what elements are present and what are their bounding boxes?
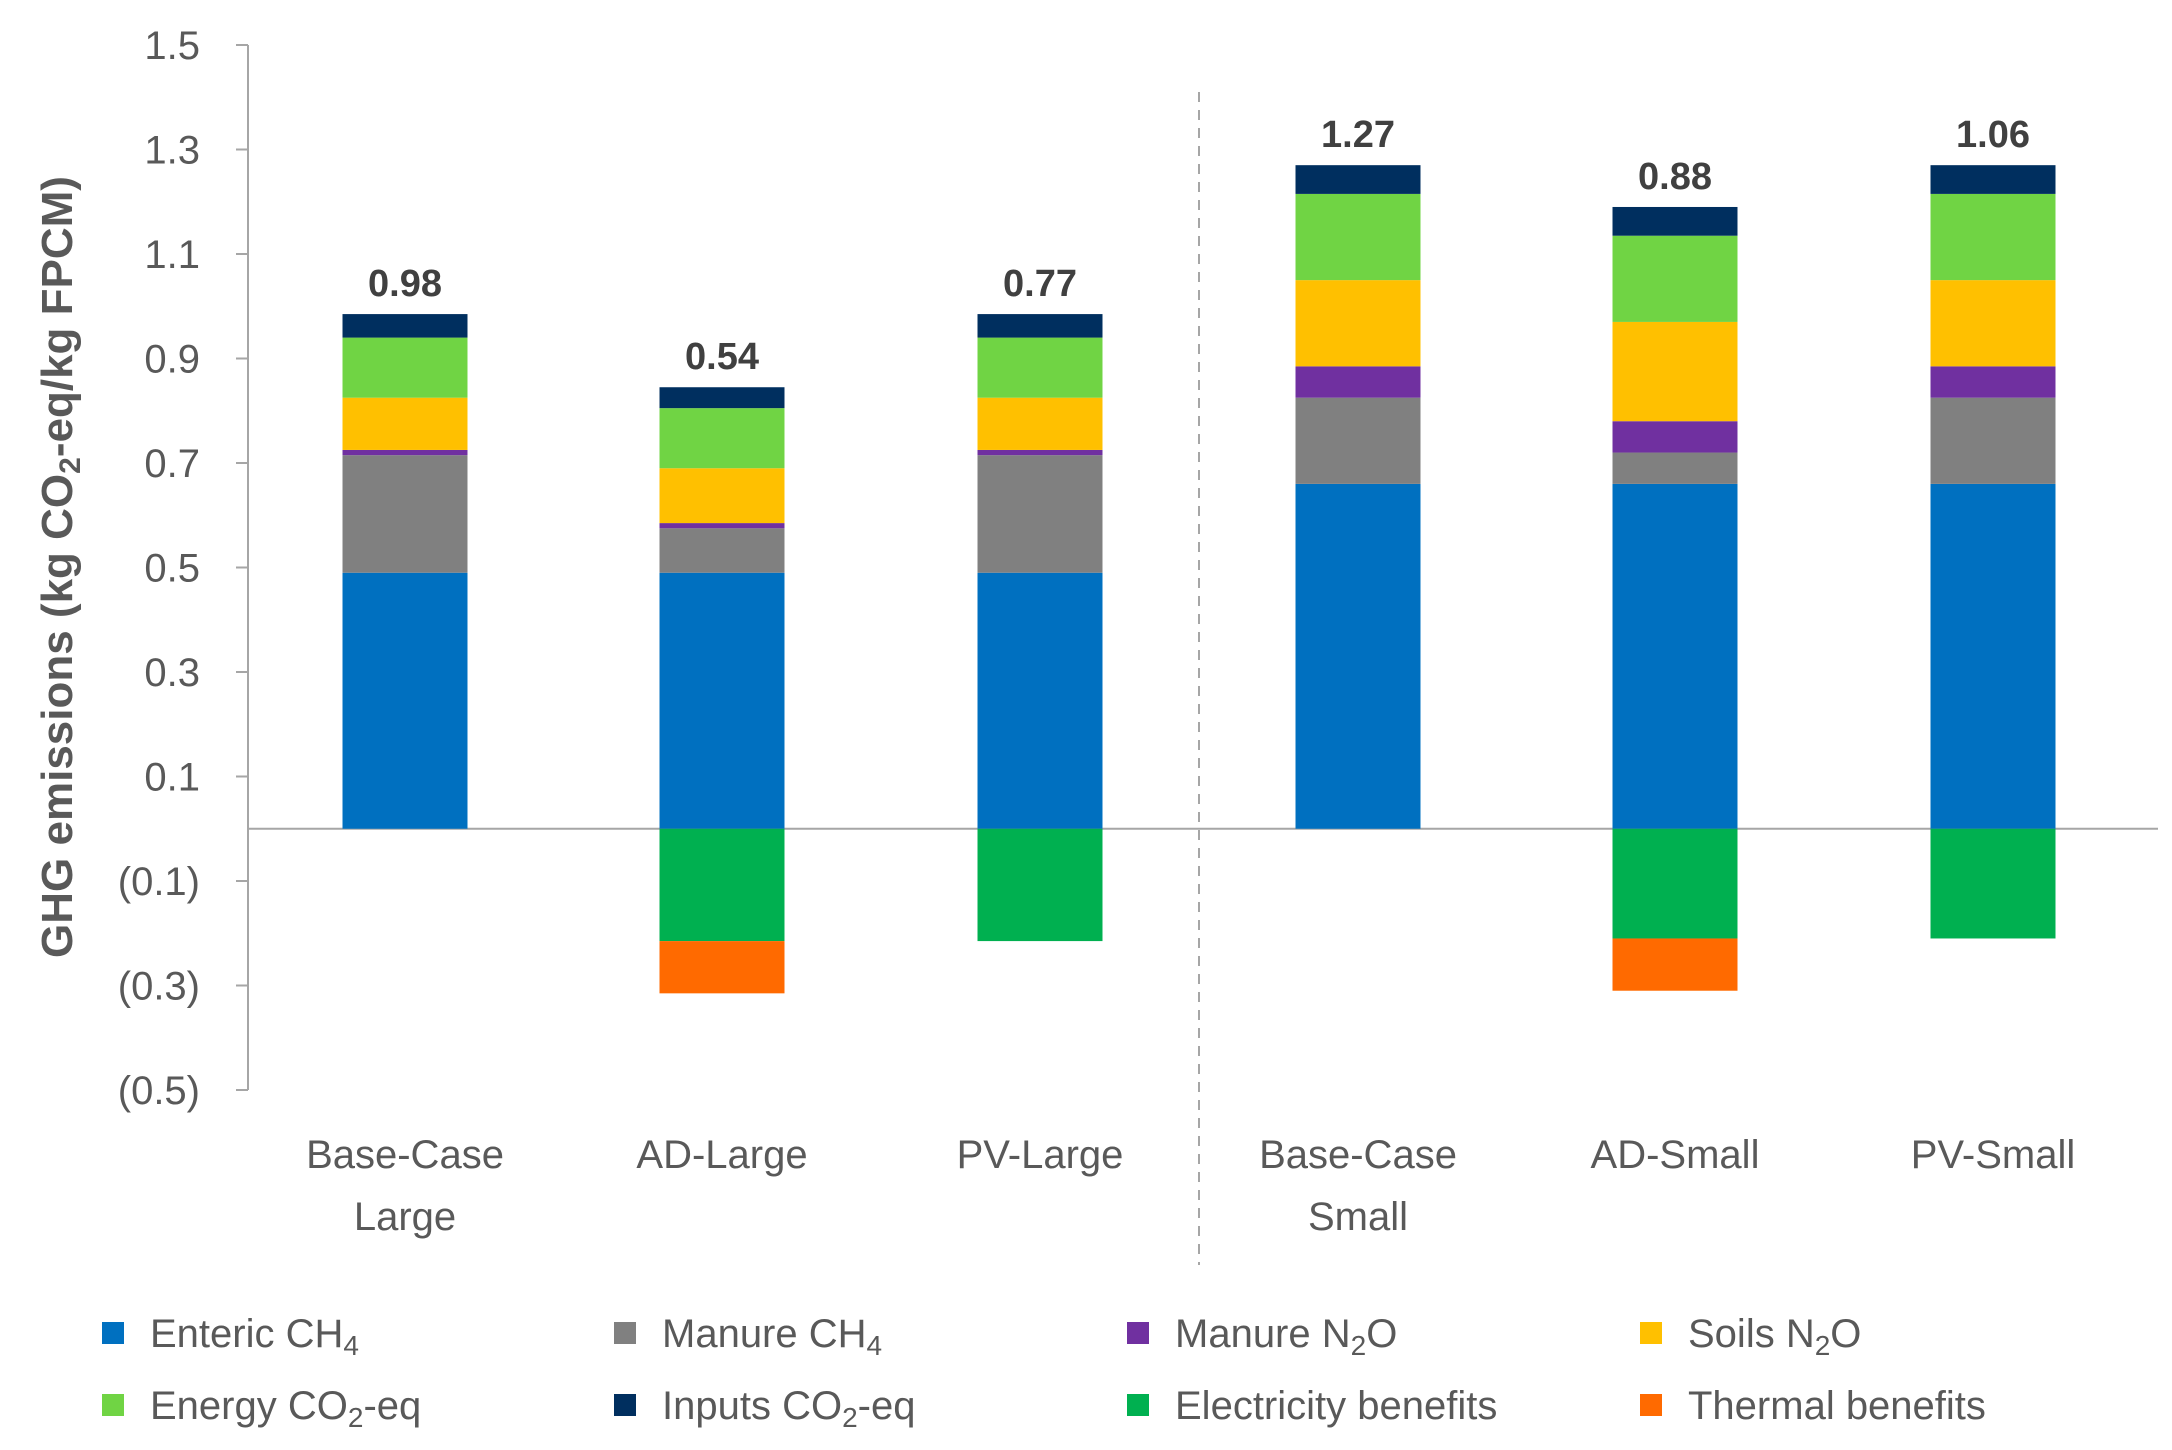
bar-segment [342,314,468,338]
total-value-label: 0.88 [1638,156,1712,198]
bar-segment [1930,280,2056,367]
bar-segment [977,337,1103,398]
bar-segment [977,572,1103,829]
bar-segment [1930,483,2056,829]
bar-segment [1295,193,1421,281]
bar-segment [659,572,785,829]
y-tick-label: 0.3 [144,651,200,695]
y-tick-label: (0.5) [118,1069,200,1113]
legend-swatch [102,1394,124,1416]
bar-segment [977,449,1103,456]
y-tick-label: 0.9 [144,338,200,382]
bar-segment [1612,206,1738,236]
bar-segment [1612,452,1738,484]
bar-segment [1612,321,1738,422]
total-value-label: 0.54 [685,336,759,378]
bar-segment [1930,165,2056,194]
bar-segment [977,455,1103,573]
bar-segment [1612,235,1738,322]
category-label: PV-Large [957,1133,1124,1177]
category-label: AD-Large [636,1133,807,1177]
total-value-label: 1.06 [1956,114,2030,156]
bar-segment [1930,366,2056,398]
bar-segment [1612,828,1738,939]
bar-segment [659,528,785,573]
labels: 0.98 Base-Case Large 0.54 AD-Large 0.77 PV-Lar… [306,114,2075,1239]
bar-segment [659,828,785,942]
bar-segment [1612,421,1738,453]
bar-segment [1295,397,1421,484]
y-tick-label: (0.1) [118,860,200,904]
legend-swatch [1640,1322,1662,1344]
legend-swatch [102,1322,124,1344]
bar-segment [342,397,468,450]
legend-swatch [614,1394,636,1416]
legend-label: Electricity benefits [1175,1384,1497,1428]
legend-swatch [1127,1394,1149,1416]
bar-segment [659,523,785,529]
category-label: Large [354,1195,456,1239]
legend-label: Energy CO2-eq [150,1384,421,1433]
bar-segment [1612,483,1738,829]
legend: Enteric CH4 Manure CH4 Manure N2O Soils N2O… [102,1312,1986,1433]
category-label: Base-Case [1259,1133,1457,1177]
bar-segment [977,828,1103,942]
category-label: PV-Small [1911,1133,2076,1177]
category-label: Small [1308,1195,1408,1239]
total-value-label: 0.77 [1003,263,1077,305]
legend-label: Manure CH4 [662,1312,882,1361]
bar-segment [1612,938,1738,991]
legend-label: Inputs CO2-eq [662,1384,915,1433]
bar-segment [1295,165,1421,194]
y-tick-label: (0.3) [118,965,200,1009]
bar-segment [659,941,785,994]
total-value-label: 1.27 [1321,114,1395,156]
total-value-label: 0.98 [368,263,442,305]
bar-segment [1295,366,1421,398]
bar-segment [1930,193,2056,281]
legend-label: Thermal benefits [1688,1384,1986,1428]
legend-swatch [614,1322,636,1344]
bar-segment [342,337,468,398]
legend-swatch [1127,1322,1149,1344]
axes: 1.5 1.3 1.1 0.9 0.7 0.5 0.3 0.1 (0.1) (0.3) (0.5) [118,24,2158,1265]
legend-label: Enteric CH4 [150,1312,359,1361]
bar-segment [659,468,785,524]
category-label: Base-Case [306,1133,504,1177]
bar-segment [1930,828,2056,939]
y-tick-label: 0.7 [144,442,200,486]
y-tick-label: 1.3 [144,129,200,173]
legend-label: Soils N2O [1688,1312,1861,1361]
bar-series [342,165,2056,994]
y-tick-label: 1.5 [144,24,200,68]
bar-segment [342,449,468,456]
bar-segment [1295,483,1421,829]
bar-segment [977,314,1103,338]
legend-label: Manure N2O [1175,1312,1397,1361]
bar-segment [1930,397,2056,484]
y-axis-title: GHG emissions (kg CO2-eq/kg FPCM) [33,176,87,958]
y-tick-label: 0.1 [144,756,200,800]
y-tick-label: 0.5 [144,547,200,591]
category-label: AD-Small [1591,1133,1760,1177]
bar-segment [659,387,785,409]
bar-segment [977,397,1103,450]
y-axis-label: GHG emissions (kg CO2-eq/kg FPCM) [33,176,87,958]
bar-segment [659,408,785,469]
bar-segment [342,572,468,829]
bar-segment [342,455,468,573]
bar-segment [1295,280,1421,367]
legend-swatch [1640,1394,1662,1416]
y-tick-label: 1.1 [144,233,200,277]
